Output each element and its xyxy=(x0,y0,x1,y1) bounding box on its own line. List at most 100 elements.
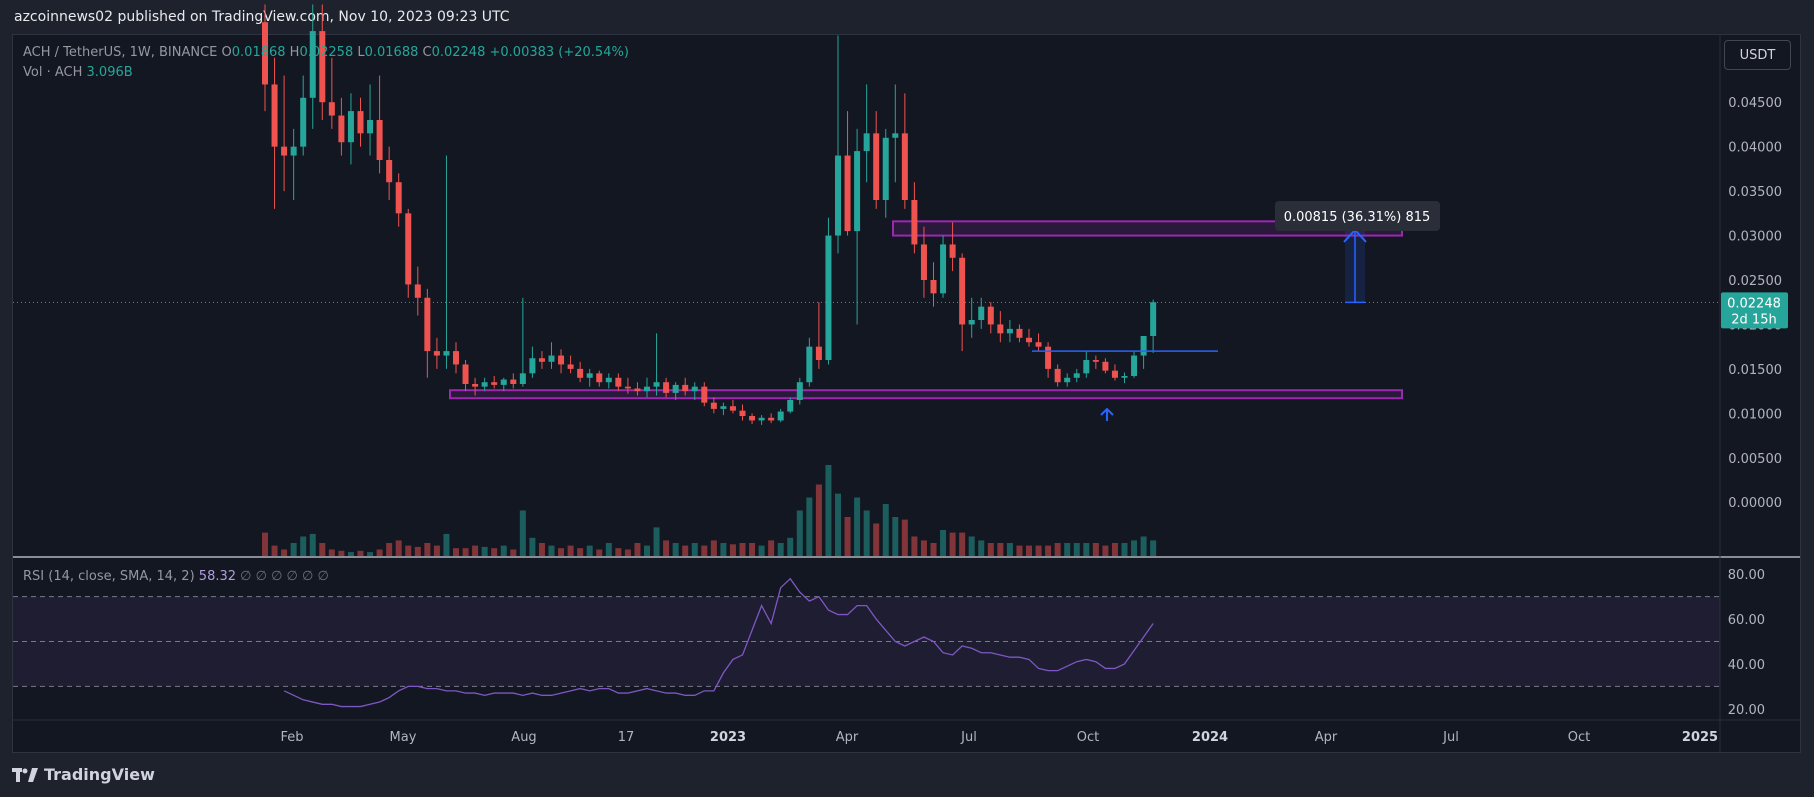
volume-bar xyxy=(672,543,679,556)
price-badge-value: 0.02248 xyxy=(1727,296,1781,311)
volume-bar xyxy=(433,545,440,556)
candle-body xyxy=(1131,355,1138,376)
volume-label: Vol · ACH xyxy=(23,65,83,80)
candle-body xyxy=(596,373,603,383)
candle-body xyxy=(968,320,975,325)
volume-bar xyxy=(863,510,870,556)
candle-body xyxy=(749,416,756,421)
candle-body xyxy=(338,115,345,143)
candle-body xyxy=(624,386,631,389)
candle-body xyxy=(605,377,612,383)
candle-body xyxy=(768,417,775,421)
candle-body xyxy=(978,306,985,320)
time-tick-label: Feb xyxy=(280,730,303,745)
candle-body xyxy=(930,280,937,294)
candle-body xyxy=(424,297,431,352)
candle-body xyxy=(491,382,498,385)
volume-bar xyxy=(940,530,947,556)
candle-body xyxy=(414,284,421,298)
chart-frame[interactable] xyxy=(12,34,1801,753)
volume-bar xyxy=(424,543,431,556)
candle-body xyxy=(653,382,660,387)
volume-bar xyxy=(548,545,555,556)
volume-bar xyxy=(1006,543,1013,556)
volume-bar xyxy=(519,510,526,556)
candle-body xyxy=(787,400,794,412)
volume-bar xyxy=(414,546,421,556)
candle-body xyxy=(949,244,956,258)
candle-body xyxy=(682,384,689,392)
rsi-line xyxy=(283,577,1154,708)
rsi-label[interactable]: RSI (14, close, SMA, 14, 2) xyxy=(23,569,195,584)
volume-bar xyxy=(1111,543,1118,556)
price-badge xyxy=(1721,292,1788,329)
candle-body xyxy=(290,146,297,156)
drawings-layer: 0.00815 (36.31%) 815 xyxy=(13,201,1720,421)
candle-body xyxy=(959,257,966,325)
volume-bar xyxy=(768,540,775,556)
candle-body xyxy=(577,368,584,378)
volume-bar xyxy=(653,527,660,556)
symbol-label[interactable]: ACH / TetherUS, 1W, BINANCE xyxy=(23,45,218,60)
close-value: 0.02248 xyxy=(431,45,486,60)
open-label: O xyxy=(221,45,232,60)
price-tick-label: 0.04000 xyxy=(1728,141,1782,156)
candle-body xyxy=(644,386,650,392)
volume-bar xyxy=(615,548,622,556)
candle-body xyxy=(796,382,803,400)
candle-body xyxy=(1121,376,1128,378)
volume-bar xyxy=(777,543,784,556)
volume-bar xyxy=(328,549,335,556)
volume-bar xyxy=(729,544,736,556)
candle-body xyxy=(262,22,268,85)
rsi-value: 58.32 xyxy=(198,569,237,584)
volume-bar xyxy=(596,549,603,556)
candle-body xyxy=(987,306,994,325)
volume-bar xyxy=(701,545,708,556)
candle-body xyxy=(1083,360,1090,374)
candle-body xyxy=(882,137,889,200)
time-tick-label: May xyxy=(390,730,417,745)
price-tick-label: 0.00000 xyxy=(1728,496,1782,511)
candle-body xyxy=(548,355,555,362)
candle-body xyxy=(1026,337,1032,343)
support-zone xyxy=(449,389,1403,400)
candle-body xyxy=(911,200,918,245)
candle-body xyxy=(1111,370,1118,378)
candle-body xyxy=(529,358,536,374)
candle-body xyxy=(758,417,765,421)
currency-scale-button[interactable]: USDT xyxy=(1724,40,1791,70)
candle-body xyxy=(710,402,717,409)
volume-bar xyxy=(691,543,698,556)
volume-bar xyxy=(586,545,593,556)
volume-bar xyxy=(529,537,536,556)
footer-brand[interactable]: TradingView xyxy=(12,765,155,784)
candle-body xyxy=(386,160,393,183)
rsi-pane xyxy=(13,35,1800,752)
price-tick-label: 0.03000 xyxy=(1728,230,1782,245)
candle-body xyxy=(271,84,278,147)
candle-body xyxy=(1092,360,1099,362)
volume-bar xyxy=(510,549,517,556)
volume-bar xyxy=(806,497,813,556)
tradingview-logo-icon xyxy=(12,767,38,782)
volume-bar xyxy=(796,510,803,556)
volume-legend: Vol · ACH 3.096B xyxy=(23,65,133,80)
rsi-axis: 80.00 60.00 40.00 20.00 xyxy=(1728,568,1765,718)
candle-body xyxy=(672,384,679,393)
volume-bar xyxy=(1064,543,1071,556)
volume-bar xyxy=(558,548,565,556)
price-tick-label: 0.01000 xyxy=(1728,407,1782,422)
candle-body xyxy=(777,411,784,421)
candle-body xyxy=(1016,328,1023,338)
candle-body xyxy=(720,406,727,409)
volume-bar xyxy=(405,545,412,556)
volume-bar xyxy=(1131,540,1138,556)
volume-bar xyxy=(347,552,354,556)
candle-body xyxy=(739,410,746,416)
volume-bar xyxy=(1121,543,1128,556)
candle-body xyxy=(510,379,517,384)
volume-bar xyxy=(1045,545,1052,556)
low-label: L xyxy=(357,45,365,60)
